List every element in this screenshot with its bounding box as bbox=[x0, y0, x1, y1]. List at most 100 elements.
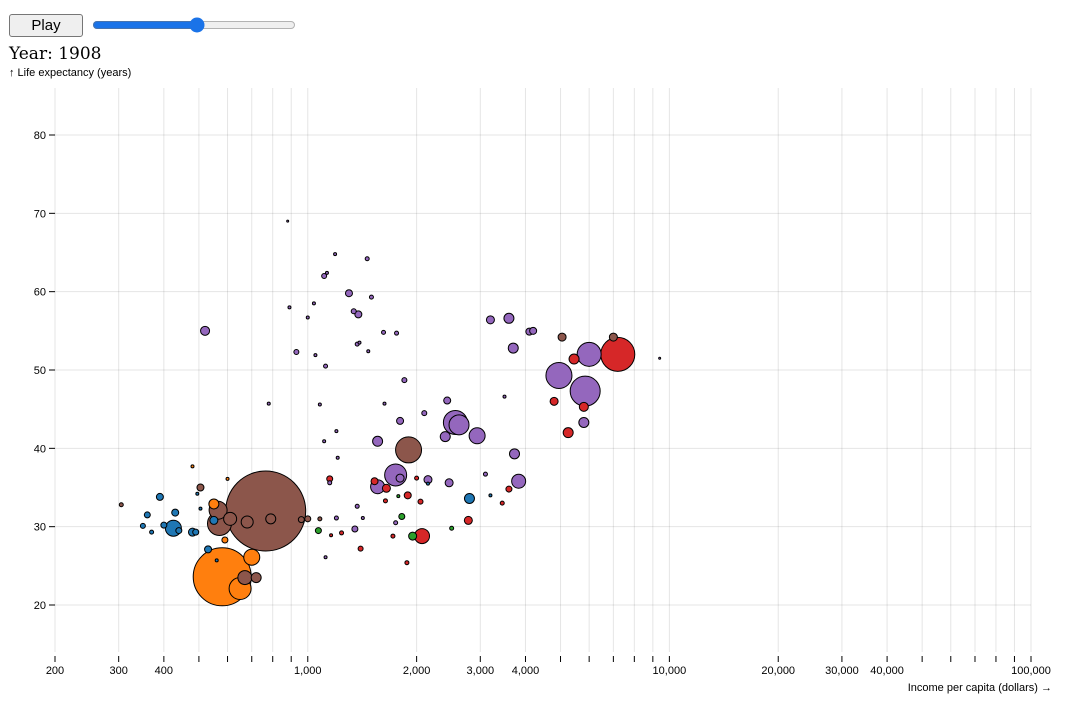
country-bubble[interactable] bbox=[372, 435, 384, 447]
country-bubble[interactable] bbox=[149, 529, 155, 535]
country-bubble[interactable] bbox=[240, 515, 254, 529]
country-bubble[interactable] bbox=[286, 219, 290, 223]
country-bubble[interactable] bbox=[204, 545, 213, 554]
country-bubble[interactable] bbox=[658, 356, 662, 360]
country-bubble[interactable] bbox=[502, 394, 507, 399]
country-bubble[interactable] bbox=[381, 329, 387, 335]
country-bubble[interactable] bbox=[421, 410, 428, 417]
country-bubble[interactable] bbox=[381, 483, 391, 493]
country-bubble[interactable] bbox=[344, 289, 353, 298]
country-bubble[interactable] bbox=[414, 475, 420, 481]
country-bubble[interactable] bbox=[321, 273, 328, 279]
country-bubble[interactable] bbox=[482, 471, 488, 477]
country-bubble[interactable] bbox=[333, 515, 339, 521]
country-bubble[interactable] bbox=[578, 416, 590, 428]
country-bubble[interactable] bbox=[396, 416, 405, 425]
country-bubble[interactable] bbox=[384, 463, 408, 487]
country-bubble[interactable] bbox=[305, 315, 310, 320]
country-bubble[interactable] bbox=[200, 325, 211, 336]
country-bubble[interactable] bbox=[225, 476, 230, 481]
country-bubble[interactable] bbox=[323, 363, 329, 369]
country-bubble[interactable] bbox=[425, 481, 430, 486]
country-bubble[interactable] bbox=[404, 560, 410, 566]
country-bubble[interactable] bbox=[265, 513, 277, 525]
country-bubble[interactable] bbox=[324, 270, 329, 275]
country-bubble[interactable] bbox=[390, 533, 396, 539]
country-bubble[interactable] bbox=[417, 498, 424, 505]
country-bubble[interactable] bbox=[396, 494, 401, 499]
country-bubble[interactable] bbox=[297, 516, 305, 524]
country-bubble[interactable] bbox=[557, 332, 567, 342]
country-bubble[interactable] bbox=[351, 525, 359, 533]
country-bubble[interactable] bbox=[505, 485, 513, 493]
country-bubble[interactable] bbox=[198, 506, 203, 511]
country-bubble[interactable] bbox=[448, 414, 470, 436]
country-bubble[interactable] bbox=[366, 349, 371, 354]
country-bubble[interactable] bbox=[463, 515, 473, 525]
country-bubble[interactable] bbox=[393, 520, 399, 526]
country-bubble[interactable] bbox=[576, 341, 602, 367]
year-slider[interactable] bbox=[92, 18, 296, 32]
country-bubble[interactable] bbox=[313, 353, 318, 358]
country-bubble[interactable] bbox=[333, 252, 338, 257]
country-bubble[interactable] bbox=[118, 502, 124, 508]
country-bubble[interactable] bbox=[334, 429, 339, 434]
country-bubble[interactable] bbox=[394, 330, 400, 336]
country-bubble[interactable] bbox=[368, 294, 374, 300]
country-bubble[interactable] bbox=[357, 340, 362, 345]
country-bubble[interactable] bbox=[221, 536, 229, 544]
country-bubble[interactable] bbox=[382, 498, 388, 504]
country-bubble[interactable] bbox=[223, 511, 238, 526]
country-bubble[interactable] bbox=[237, 570, 253, 586]
country-bubble[interactable] bbox=[293, 348, 300, 355]
country-bubble[interactable] bbox=[139, 522, 146, 529]
country-bubble[interactable] bbox=[529, 326, 538, 335]
play-button[interactable]: Play bbox=[9, 13, 83, 37]
country-bubble[interactable] bbox=[329, 533, 334, 538]
country-bubble[interactable] bbox=[549, 396, 559, 406]
country-bubble[interactable] bbox=[503, 312, 515, 324]
country-bubble[interactable] bbox=[562, 427, 574, 439]
country-bubble[interactable] bbox=[171, 508, 180, 517]
country-bubble[interactable] bbox=[304, 515, 312, 523]
country-bubble[interactable] bbox=[439, 431, 451, 443]
country-bubble[interactable] bbox=[444, 478, 454, 488]
country-bubble[interactable] bbox=[449, 525, 455, 531]
country-bubble[interactable] bbox=[408, 531, 418, 541]
country-bubble[interactable] bbox=[339, 530, 345, 536]
country-bubble[interactable] bbox=[360, 516, 365, 521]
country-bubble[interactable] bbox=[600, 336, 636, 372]
country-bubble[interactable] bbox=[485, 315, 495, 325]
country-bubble[interactable] bbox=[160, 521, 168, 529]
country-bubble[interactable] bbox=[143, 511, 151, 519]
country-bubble[interactable] bbox=[350, 308, 357, 315]
country-bubble[interactable] bbox=[569, 375, 601, 407]
country-bubble[interactable] bbox=[190, 464, 195, 469]
country-bubble[interactable] bbox=[443, 396, 452, 405]
country-bubble[interactable] bbox=[209, 515, 219, 525]
country-bubble[interactable] bbox=[195, 491, 200, 496]
country-bubble[interactable] bbox=[225, 470, 307, 552]
country-bubble[interactable] bbox=[243, 548, 261, 566]
country-bubble[interactable] bbox=[208, 498, 220, 510]
country-bubble[interactable] bbox=[357, 545, 364, 552]
country-bubble[interactable] bbox=[196, 483, 205, 492]
country-bubble[interactable] bbox=[578, 401, 589, 412]
country-bubble[interactable] bbox=[468, 427, 486, 445]
country-bubble[interactable] bbox=[311, 301, 316, 306]
country-bubble[interactable] bbox=[545, 361, 573, 389]
country-bubble[interactable] bbox=[354, 503, 360, 509]
country-bubble[interactable] bbox=[370, 477, 379, 486]
country-bubble[interactable] bbox=[382, 401, 387, 406]
country-bubble[interactable] bbox=[488, 493, 493, 498]
country-bubble[interactable] bbox=[314, 527, 322, 535]
country-bubble[interactable] bbox=[403, 491, 412, 500]
country-bubble[interactable] bbox=[364, 256, 370, 262]
country-bubble[interactable] bbox=[192, 528, 200, 536]
country-bubble[interactable] bbox=[395, 436, 423, 464]
country-bubble[interactable] bbox=[323, 555, 328, 560]
country-bubble[interactable] bbox=[507, 342, 519, 354]
country-bubble[interactable] bbox=[327, 480, 333, 486]
country-bubble[interactable] bbox=[175, 527, 183, 535]
country-bubble[interactable] bbox=[463, 492, 475, 504]
